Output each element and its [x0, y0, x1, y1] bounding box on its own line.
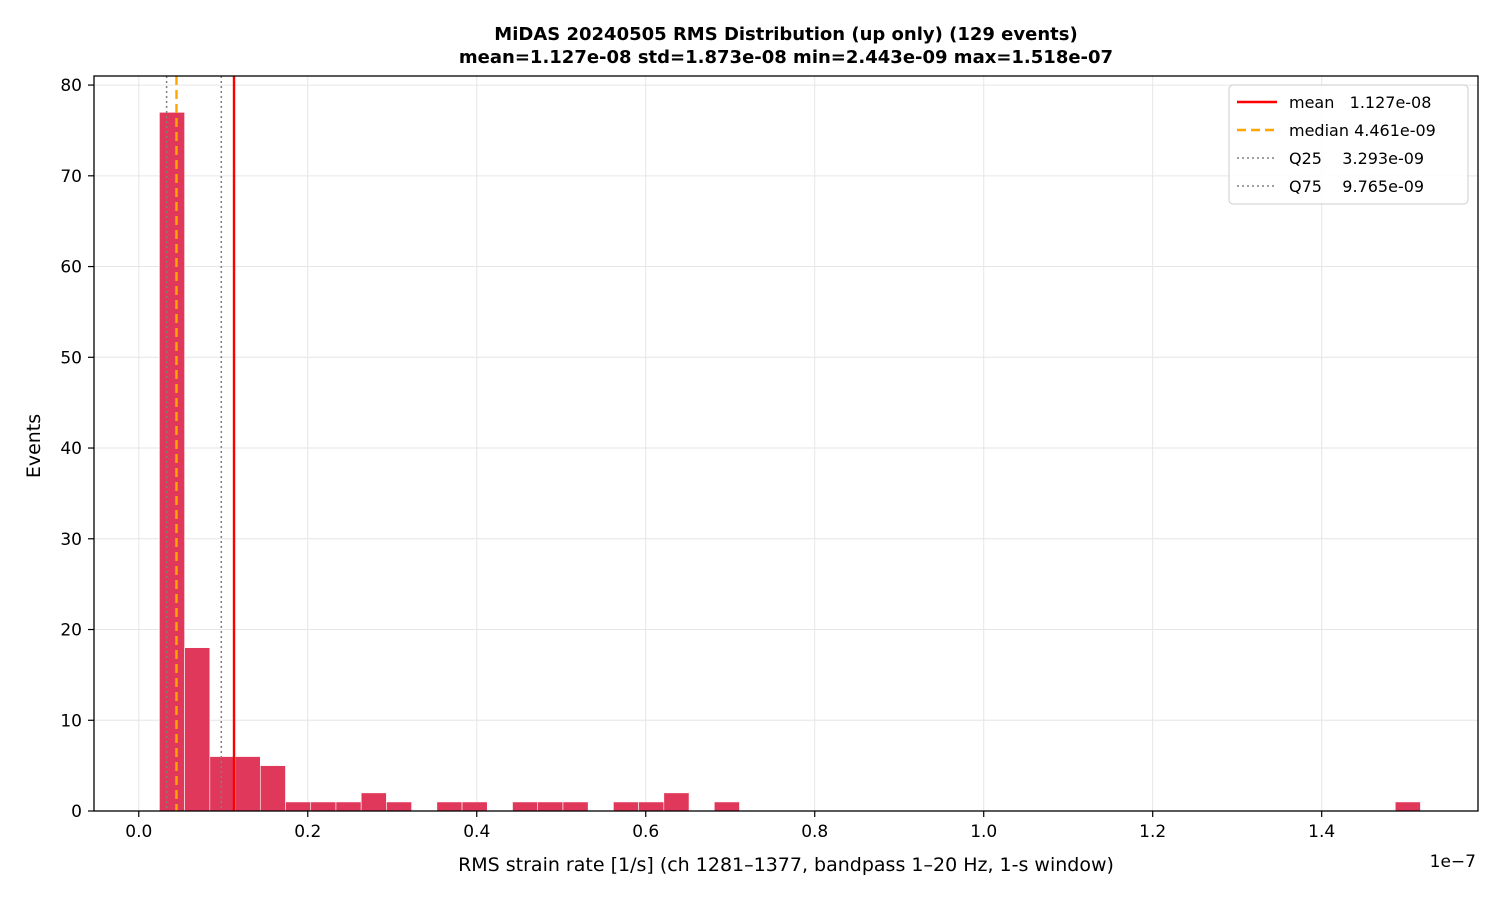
y-tick-label-1: 10: [60, 711, 82, 731]
grid-lines: [94, 76, 1478, 812]
x-tick-label-5: 1.0: [970, 822, 997, 842]
histogram-bar-4: [259, 765, 286, 812]
chart-title: MiDAS 20240505 RMS Distribution (up only…: [494, 24, 1077, 45]
histogram-bar-15: [537, 801, 564, 812]
y-tick-label-8: 80: [60, 76, 82, 96]
legend-label-q25: Q25 3.293e-09: [1289, 149, 1424, 168]
histogram-bar-5: [285, 801, 312, 812]
legend: mean 1.127e-08 median 4.461e-09 Q25 3.293e…: [1228, 84, 1469, 205]
y-tick-label-3: 30: [60, 530, 82, 550]
histogram-bar-3: [234, 756, 261, 812]
histogram-bar-16: [562, 801, 589, 812]
histogram-bar-1: [184, 647, 211, 812]
histogram-bar-20: [663, 792, 690, 812]
histogram-bar-11: [436, 801, 463, 812]
y-tick-label-7: 70: [60, 167, 82, 187]
x-tick-label-4: 0.8: [801, 822, 828, 842]
x-tick-label-3: 0.6: [632, 822, 659, 842]
x-tick-label-6: 1.2: [1139, 822, 1166, 842]
x-tick-label-1: 0.2: [294, 822, 321, 842]
y-axis-label: Events: [23, 414, 45, 478]
y-tick-label-4: 40: [60, 439, 82, 459]
histogram-bar-2: [209, 756, 236, 812]
x-axis-offset-label: 1e−7: [1430, 852, 1476, 872]
x-tick-label-7: 1.4: [1308, 822, 1335, 842]
x-axis-label: RMS strain rate [1/s] (ch 1281–1377, ban…: [458, 854, 1114, 876]
histogram-bar-6: [310, 801, 337, 812]
histogram-bar-22: [713, 801, 740, 812]
histogram-bars: [159, 111, 1421, 812]
histogram-bar-18: [613, 801, 639, 812]
histogram-bar-9: [386, 801, 412, 812]
y-axis-ticks: 0 10 20 30 40 50 60 70 80: [60, 76, 94, 822]
histogram-bar-14: [512, 801, 539, 812]
reference-lines: [165, 76, 236, 811]
histogram-bar-8: [360, 792, 387, 812]
y-tick-label-2: 20: [60, 621, 82, 641]
y-tick-label-0: 0: [71, 802, 82, 822]
histogram-bar-49: [1394, 801, 1421, 812]
histogram-bar-7: [335, 801, 362, 812]
y-tick-label-5: 50: [60, 348, 82, 368]
chart-subtitle: mean=1.127e-08 std=1.873e-08 min=2.443e-…: [459, 47, 1113, 68]
legend-label-mean: mean 1.127e-08: [1289, 93, 1431, 112]
legend-box: [1228, 84, 1469, 205]
x-tick-label-0: 0.0: [125, 822, 152, 842]
x-axis-ticks: 0.0 0.2 0.4 0.6 0.8 1.0 1.2 1.4: [125, 811, 1335, 842]
x-tick-label-2: 0.4: [463, 822, 490, 842]
histogram-bar-19: [638, 801, 665, 812]
histogram-bar-0: [159, 111, 185, 812]
plot-frame: [93, 75, 1479, 812]
legend-label-q75: Q75 9.765e-09: [1289, 177, 1424, 196]
y-tick-label-6: 60: [60, 258, 82, 278]
legend-label-median: median 4.461e-09: [1289, 121, 1436, 140]
histogram-bar-12: [461, 801, 488, 812]
